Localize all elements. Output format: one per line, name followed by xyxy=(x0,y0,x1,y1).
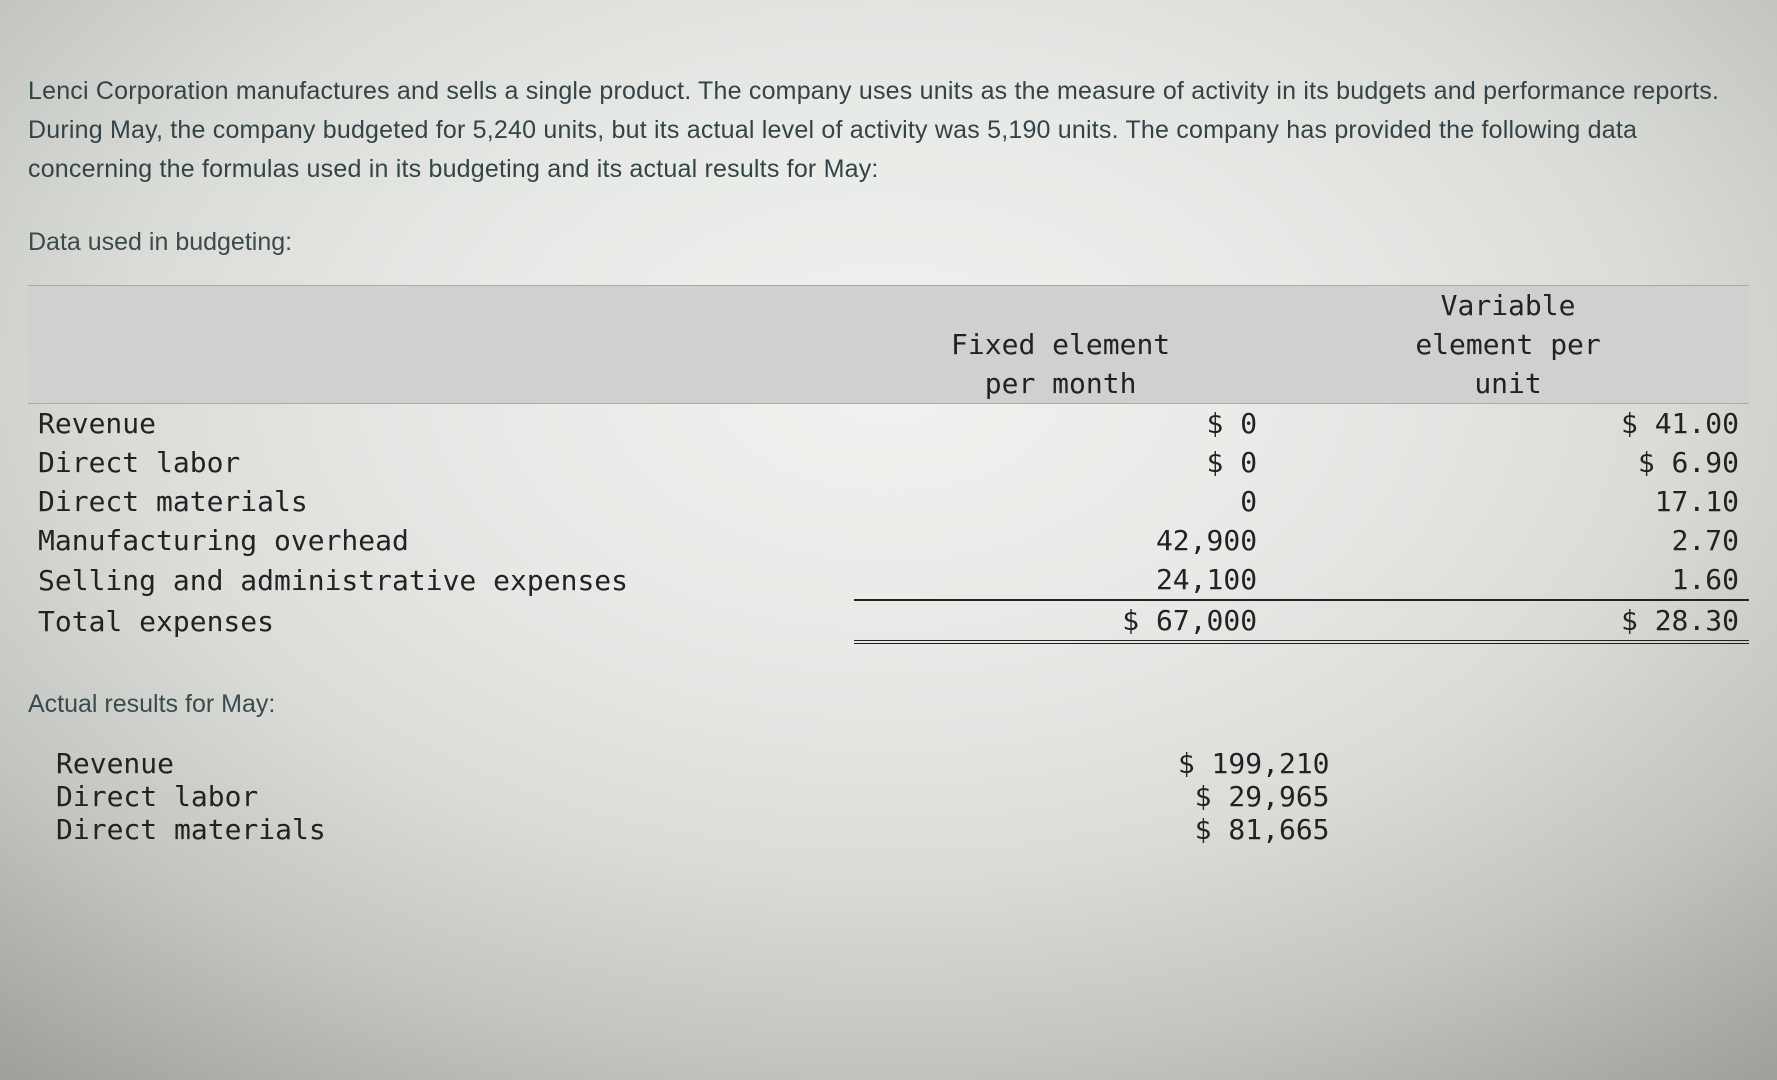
row-label: Direct materials xyxy=(28,482,854,521)
row-fixed: 24,100 xyxy=(854,560,1267,600)
budget-section-label: Data used in budgeting: xyxy=(28,228,1749,257)
row-variable: 17.10 xyxy=(1267,482,1749,521)
table-total-row: Total expenses $ 67,000 $ 28.30 xyxy=(28,600,1749,642)
col-fixed-header xyxy=(854,286,1267,326)
actual-results-table: Revenue $ 199,210 Direct labor $ 29,965 … xyxy=(28,747,1749,846)
table-header-row: Variable xyxy=(28,286,1749,326)
table-row: Manufacturing overhead 42,900 2.70 xyxy=(28,521,1749,560)
table-row: Selling and administrative expenses 24,1… xyxy=(28,560,1749,600)
row-label: Direct labor xyxy=(28,443,854,482)
col-fixed-header: Fixed element xyxy=(854,325,1267,364)
row-label: Manufacturing overhead xyxy=(28,521,854,560)
row-label: Direct materials xyxy=(28,813,882,846)
problem-statement: Lenci Corporation manufactures and sells… xyxy=(28,72,1749,188)
table-row: Direct labor $ 29,965 xyxy=(28,780,1749,813)
row-variable: $ 6.90 xyxy=(1267,443,1749,482)
row-label: Selling and administrative expenses xyxy=(28,560,854,600)
table-header-row: Fixed element element per xyxy=(28,325,1749,364)
budget-table: Variable Fixed element element per per m… xyxy=(28,285,1749,644)
table-row: Direct materials $ 81,665 xyxy=(28,813,1749,846)
row-label: Revenue xyxy=(28,747,882,780)
total-fixed: $ 67,000 xyxy=(854,600,1267,642)
col-variable-header: unit xyxy=(1267,364,1749,404)
row-fixed: $ 0 xyxy=(854,443,1267,482)
row-fixed: $ 0 xyxy=(854,404,1267,444)
total-label: Total expenses xyxy=(28,600,854,642)
col-variable-header: Variable xyxy=(1267,286,1749,326)
table-row: Revenue $ 0 $ 41.00 xyxy=(28,404,1749,444)
row-value: $ 199,210 xyxy=(882,747,1389,780)
actual-section-label: Actual results for May: xyxy=(28,690,1749,719)
col-variable-header: element per xyxy=(1267,325,1749,364)
question-page: Lenci Corporation manufactures and sells… xyxy=(0,0,1777,846)
row-value: $ 81,665 xyxy=(882,813,1389,846)
total-variable: $ 28.30 xyxy=(1267,600,1749,642)
row-label: Revenue xyxy=(28,404,854,444)
row-variable: $ 41.00 xyxy=(1267,404,1749,444)
table-row: Direct labor $ 0 $ 6.90 xyxy=(28,443,1749,482)
row-fixed: 42,900 xyxy=(854,521,1267,560)
row-value: $ 29,965 xyxy=(882,780,1389,813)
row-variable: 1.60 xyxy=(1267,560,1749,600)
table-row: Revenue $ 199,210 xyxy=(28,747,1749,780)
row-label: Direct labor xyxy=(28,780,882,813)
row-fixed: 0 xyxy=(854,482,1267,521)
table-header-row: per month unit xyxy=(28,364,1749,404)
col-fixed-header: per month xyxy=(854,364,1267,404)
table-row: Direct materials 0 17.10 xyxy=(28,482,1749,521)
row-variable: 2.70 xyxy=(1267,521,1749,560)
